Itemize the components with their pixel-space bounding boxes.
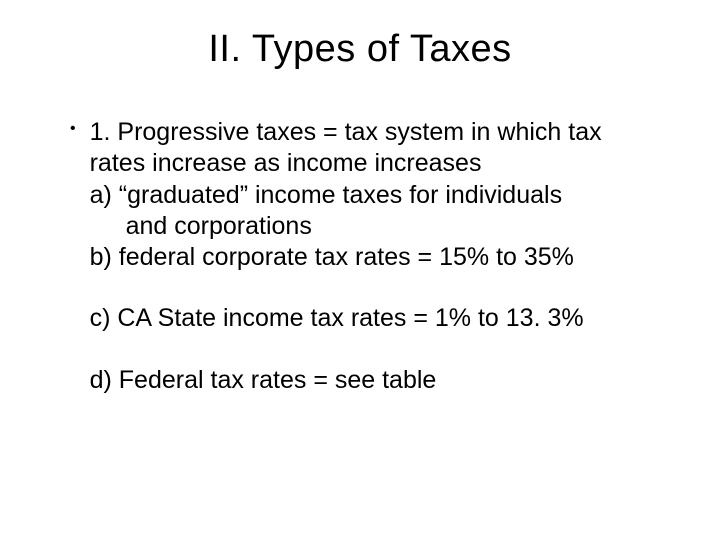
spacer-1 — [90, 273, 670, 303]
bullet-line-7: d) Federal tax rates = see table — [90, 365, 670, 396]
slide-container: II. Types of Taxes • 1. Progressive taxe… — [0, 0, 720, 540]
bullet-body: 1. Progressive taxes = tax system in whi… — [90, 117, 670, 396]
bullet-line-4: and corporations — [90, 211, 670, 242]
bullet-line-5: b) federal corporate tax rates = 15% to … — [90, 242, 670, 273]
bullet-marker: • — [70, 119, 76, 139]
slide-title: II. Types of Taxes — [50, 28, 670, 71]
slide-content: • 1. Progressive taxes = tax system in w… — [50, 117, 670, 396]
bullet-line-6: c) CA State income tax rates = 1% to 13.… — [90, 303, 670, 334]
spacer-2 — [90, 335, 670, 365]
bullet-item: • 1. Progressive taxes = tax system in w… — [70, 117, 670, 396]
bullet-line-3: a) “graduated” income taxes for individu… — [90, 180, 670, 211]
bullet-line-1: 1. Progressive taxes = tax system in whi… — [90, 117, 670, 148]
bullet-line-2: rates increase as income increases — [90, 148, 670, 179]
